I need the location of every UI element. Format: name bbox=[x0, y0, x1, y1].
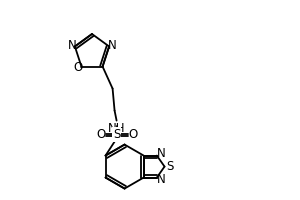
Text: O: O bbox=[128, 128, 137, 141]
Text: S: S bbox=[113, 128, 120, 141]
Text: N: N bbox=[108, 39, 116, 52]
Text: N: N bbox=[157, 173, 165, 186]
Text: N: N bbox=[68, 39, 76, 52]
Text: S: S bbox=[166, 160, 173, 173]
Text: N: N bbox=[157, 147, 165, 160]
Text: NH: NH bbox=[108, 122, 125, 135]
Text: O: O bbox=[96, 128, 105, 141]
Text: O: O bbox=[74, 61, 83, 74]
